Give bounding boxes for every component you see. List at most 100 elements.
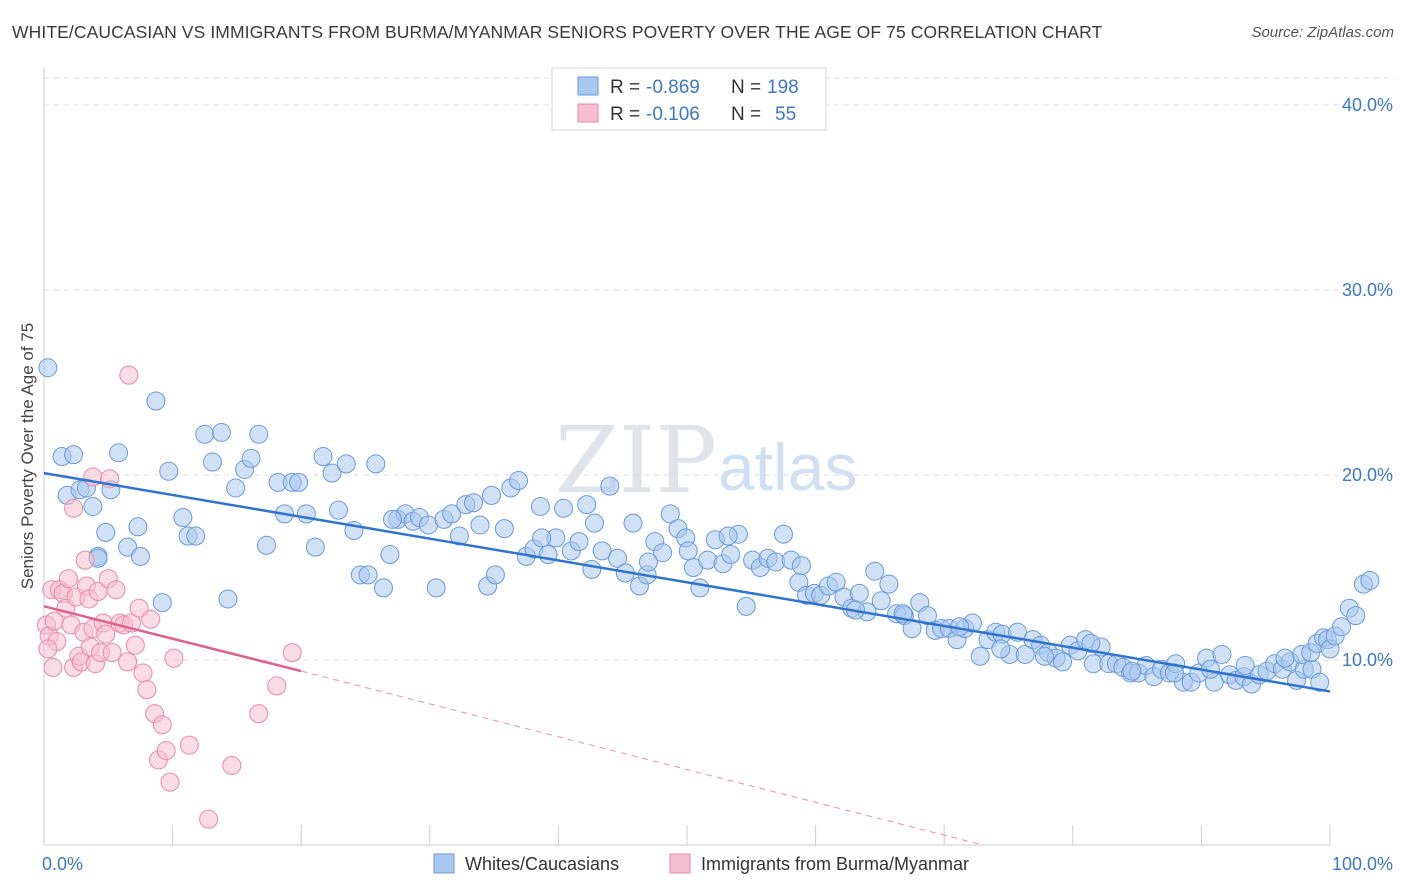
point-whites-82: [690, 578, 710, 598]
point-whites-125: [1015, 644, 1035, 664]
point-whites-19: [211, 422, 231, 442]
y-tick-labels: 10.0% 20.0% 30.0% 40.0%: [1342, 95, 1393, 670]
point-whites-171: [532, 528, 552, 548]
point-burma-46: [222, 755, 242, 775]
point-whites-24: [249, 424, 269, 444]
point-whites-93: [773, 524, 793, 544]
point-whites-180: [991, 639, 1011, 659]
bottom-legend-swatch-blue: [433, 853, 455, 874]
point-whites-172: [582, 559, 602, 579]
point-whites-16: [186, 526, 206, 546]
point-burma-43: [164, 648, 184, 668]
point-whites-29: [289, 472, 309, 492]
point-burma-33: [125, 635, 145, 655]
trend-line-burma: [43, 605, 302, 673]
point-burma-48: [267, 676, 287, 696]
point-burma-49: [282, 643, 302, 663]
point-whites-66: [569, 532, 589, 552]
trend-line-burma-extension: [301, 670, 983, 846]
gridlines: [44, 77, 1395, 661]
point-burma-27: [102, 643, 122, 663]
series-whites-points: [38, 358, 1380, 694]
point-whites-181: [1035, 646, 1055, 666]
point-whites-40: [374, 578, 394, 598]
point-whites-68: [584, 513, 604, 533]
point-whites-34: [328, 500, 348, 520]
point-whites-103: [849, 583, 869, 603]
legend-r-label-pink: R =: [610, 104, 640, 125]
point-whites-78: [660, 504, 680, 524]
point-whites-168: [152, 593, 172, 613]
point-whites-169: [383, 509, 403, 529]
point-whites-41: [380, 545, 400, 565]
legend-swatch-pink: [577, 103, 599, 123]
trend-line-whites: [43, 471, 1331, 693]
point-whites-197: [1346, 606, 1366, 626]
point-burma-40: [152, 715, 172, 735]
point-burma-7: [43, 657, 63, 677]
point-burma-31: [118, 652, 138, 672]
point-whites-106: [871, 591, 891, 611]
trend-lines: [43, 471, 1331, 846]
x-tick-label-max: 100.0%: [1332, 854, 1393, 874]
point-whites-50: [449, 526, 469, 546]
point-whites-14: [173, 508, 193, 528]
point-whites-49: [442, 504, 462, 524]
point-burma-6: [38, 639, 58, 659]
point-whites-5: [83, 496, 103, 516]
point-whites-23: [241, 448, 261, 468]
point-whites-0: [38, 358, 58, 378]
point-burma-51: [75, 550, 95, 570]
point-whites-25: [256, 535, 276, 555]
point-burma-41: [156, 741, 176, 761]
legend: R = -0.869 N = 198 R = -0.106 N = 55: [551, 67, 827, 131]
point-whites-47: [426, 578, 446, 598]
point-burma-25: [96, 624, 116, 644]
legend-r-value-pink: -0.106: [646, 104, 700, 125]
point-burma-47: [249, 704, 269, 724]
point-burma-28: [106, 580, 126, 600]
source-credit: Source: ZipAtlas.com: [1251, 24, 1394, 41]
y-tick-label-20: 20.0%: [1342, 465, 1393, 485]
point-burma-54: [119, 365, 139, 385]
point-burma-10: [58, 569, 78, 589]
point-whites-11: [130, 546, 150, 566]
point-whites-182: [1081, 633, 1101, 653]
point-whites-119: [970, 646, 990, 666]
point-whites-112: [917, 606, 937, 626]
y-tick-label-40: 40.0%: [1342, 95, 1393, 115]
point-whites-107: [879, 574, 899, 594]
point-whites-35: [336, 454, 356, 474]
point-whites-12: [146, 391, 166, 411]
x-ticks: [172, 825, 1331, 845]
legend-swatch-blue: [577, 76, 599, 96]
point-whites-33: [322, 463, 342, 483]
point-whites-86: [721, 545, 741, 565]
chart-title: WHITE/CAUCASIAN VS IMMIGRANTS FROM BURMA…: [12, 22, 1103, 42]
y-tick-label-30: 30.0%: [1342, 280, 1393, 300]
point-whites-13: [159, 461, 179, 481]
point-whites-105: [865, 561, 885, 581]
point-whites-67: [577, 495, 597, 515]
point-whites-58: [509, 471, 529, 491]
point-whites-199: [1360, 570, 1380, 590]
point-burma-42: [160, 772, 180, 792]
point-whites-55: [485, 565, 505, 585]
point-burma-50: [64, 498, 84, 518]
point-whites-70: [600, 476, 620, 496]
point-whites-71: [608, 548, 628, 568]
point-whites-170: [482, 485, 502, 505]
point-burma-37: [141, 609, 161, 629]
point-whites-21: [226, 478, 246, 498]
point-whites-167: [128, 517, 148, 537]
point-whites-53: [470, 515, 490, 535]
point-whites-18: [202, 452, 222, 472]
point-whites-164: [1310, 672, 1330, 692]
legend-n-value-blue: 198: [767, 77, 799, 98]
point-whites-61: [530, 496, 550, 516]
point-whites-7: [109, 443, 129, 463]
bottom-legend-swatch-pink: [669, 853, 691, 874]
watermark-atlas: atlas: [718, 430, 857, 504]
point-burma-34: [129, 598, 149, 618]
point-whites-31: [305, 537, 325, 557]
